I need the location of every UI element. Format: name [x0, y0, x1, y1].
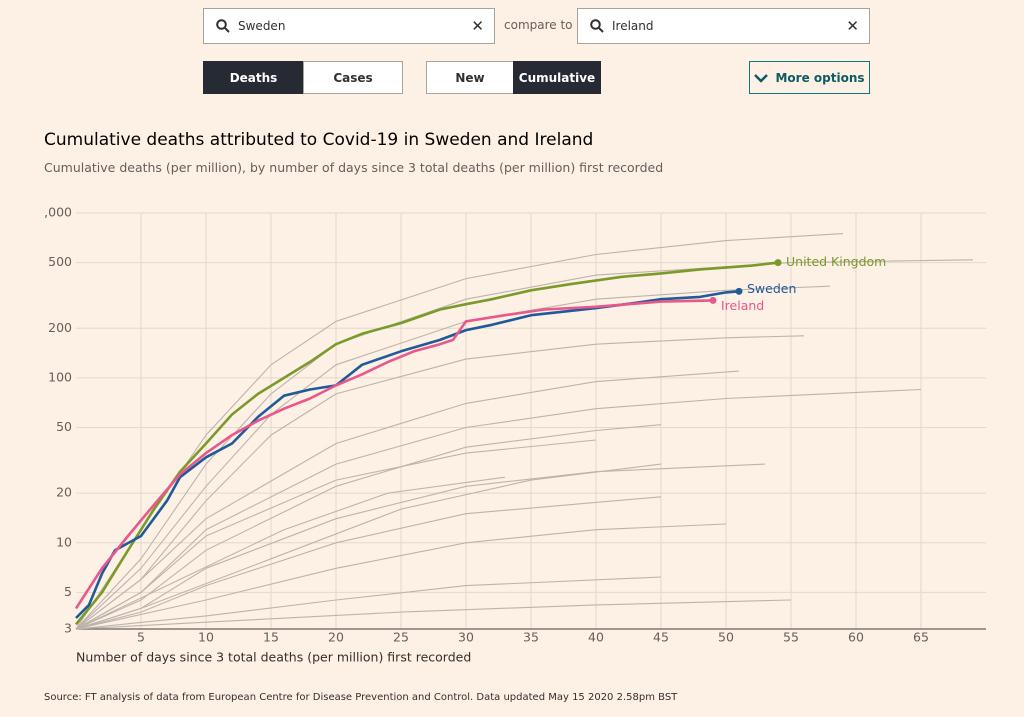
x-tick-label: 10 [198, 630, 214, 645]
toggle-button[interactable]: Deaths [203, 61, 304, 94]
x-tick-label: 15 [263, 630, 279, 645]
source-note: Source: FT analysis of data from Europea… [44, 692, 678, 703]
clear-button[interactable]: ✕ [471, 17, 484, 35]
clear-button[interactable]: ✕ [846, 17, 859, 35]
toggle-button[interactable]: Cumulative [513, 61, 601, 94]
x-tick-label: 25 [393, 630, 409, 645]
x-tick-label: 60 [848, 630, 864, 645]
background-line [75, 496, 662, 630]
y-tick-label: 5 [64, 584, 72, 599]
y-tick-label: 50 [56, 419, 72, 434]
y-tick-label: 20 [56, 485, 72, 500]
end-dot [735, 287, 743, 295]
background-line [75, 476, 506, 630]
background-line [75, 370, 740, 630]
y-tick-label: 3 [64, 621, 72, 636]
compare-label: compare to [504, 18, 573, 32]
search-box[interactable]: Sweden ✕ [203, 8, 495, 44]
search-text: Ireland [612, 19, 654, 33]
x-tick-label: 55 [783, 630, 799, 645]
y-tick-label: 500 [48, 254, 72, 269]
background-line [75, 259, 974, 630]
chevron-icon [754, 73, 769, 83]
background-line [75, 424, 662, 630]
x-axis-label: Number of days since 3 total deaths (per… [76, 650, 471, 665]
x-tick-label: 20 [328, 630, 344, 645]
chart-title: Cumulative deaths attributed to Covid-19… [44, 130, 594, 150]
y-tick-label: 100 [48, 369, 72, 384]
background-line [75, 439, 597, 630]
background-line [75, 463, 662, 630]
x-tick-label: 35 [523, 630, 539, 645]
button-text: More options [775, 70, 865, 85]
x-tick-label: 40 [588, 630, 604, 645]
chart-subtitle: Cumulative deaths (per million), by numb… [44, 160, 664, 175]
series-label: United Kingdom [786, 254, 886, 269]
background-line [75, 335, 805, 630]
search-box[interactable]: Ireland ✕ [577, 8, 870, 44]
toggle-button[interactable]: New [426, 61, 514, 94]
search-icon [590, 19, 604, 33]
series-label: Ireland [721, 298, 764, 313]
background-line [75, 285, 831, 630]
end-dot [774, 259, 782, 267]
x-tick-label: 45 [653, 630, 669, 645]
search-icon [216, 19, 230, 33]
x-tick-label: 65 [913, 630, 929, 645]
series-label: Sweden [747, 281, 796, 296]
background-line [75, 576, 662, 630]
search-text: Sweden [238, 19, 286, 33]
y-tick-label: 10 [56, 534, 72, 549]
series-line [74, 261, 779, 626]
background-line [75, 599, 792, 630]
background-line [75, 523, 727, 630]
toggle-button[interactable]: Cases [303, 61, 403, 94]
background-line [75, 388, 922, 630]
x-tick-label: 30 [458, 630, 474, 645]
series-line [74, 299, 714, 610]
more-options-button[interactable]: More options [749, 61, 870, 94]
end-dot [709, 296, 717, 304]
x-tick-label: 5 [137, 630, 145, 645]
y-tick-label: ,000 [44, 205, 72, 220]
series-line [75, 290, 740, 619]
y-tick-label: 200 [48, 320, 72, 335]
x-tick-label: 50 [718, 630, 734, 645]
